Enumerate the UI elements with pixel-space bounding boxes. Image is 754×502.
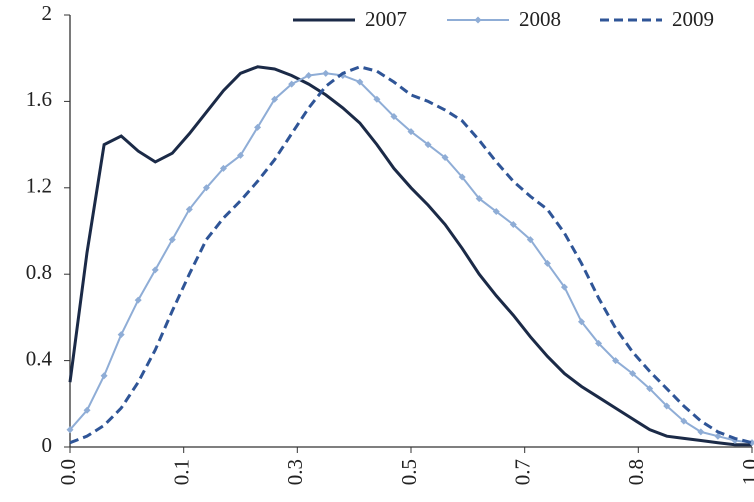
- point-marker: [748, 439, 754, 447]
- point-marker: [185, 205, 193, 213]
- point-marker: [117, 331, 125, 339]
- point-marker: [237, 151, 244, 159]
- x-tick-label: 0.7: [511, 459, 535, 485]
- point-marker: [151, 266, 159, 274]
- legend-label: 2009: [672, 7, 714, 31]
- point-marker: [526, 236, 534, 244]
- point-marker: [202, 184, 210, 192]
- point-marker: [458, 173, 466, 181]
- x-tick-label: 0.0: [56, 459, 80, 485]
- point-marker: [714, 432, 722, 440]
- point-marker: [543, 259, 551, 267]
- point-marker: [407, 128, 415, 136]
- point-marker: [595, 339, 603, 347]
- point-marker: [390, 113, 398, 121]
- point-marker: [612, 357, 620, 365]
- y-tick-label: 2: [42, 1, 53, 25]
- point-marker: [663, 402, 671, 410]
- point-marker: [424, 141, 432, 149]
- y-tick-label: 1.2: [26, 174, 52, 198]
- legend-label: 2007: [365, 7, 407, 31]
- point-marker: [492, 208, 500, 216]
- point-marker: [219, 164, 227, 172]
- point-marker: [560, 283, 568, 291]
- point-marker: [322, 69, 330, 77]
- point-marker: [254, 123, 262, 131]
- point-marker: [356, 78, 364, 86]
- x-tick-label: 0.8: [624, 459, 648, 485]
- x-tick-label: 1.0: [738, 459, 754, 485]
- point-marker: [373, 95, 381, 103]
- series-line: [69, 65, 753, 445]
- y-tick-label: 0.4: [26, 346, 53, 370]
- x-tick-label: 0.1: [170, 459, 194, 485]
- point-marker: [680, 417, 688, 425]
- point-marker: [697, 428, 705, 436]
- point-marker: [629, 370, 637, 378]
- point-marker: [271, 95, 279, 103]
- point-marker: [66, 426, 74, 434]
- point-marker: [578, 318, 585, 326]
- point-marker: [509, 221, 517, 229]
- legend-marker: [474, 16, 482, 24]
- point-marker: [305, 71, 313, 79]
- x-tick-label: 0.3: [283, 459, 307, 485]
- point-marker: [441, 154, 449, 162]
- series-line: [68, 65, 752, 447]
- y-tick-label: 0: [42, 433, 53, 457]
- point-marker: [134, 296, 142, 304]
- x-tick-label: 0.5: [397, 459, 421, 485]
- point-marker: [100, 372, 108, 380]
- legend-label: 2008: [519, 7, 561, 31]
- y-tick-label: 0.8: [26, 260, 52, 284]
- point-marker: [288, 80, 296, 88]
- point-marker: [83, 406, 91, 414]
- point-marker: [475, 195, 483, 203]
- point-marker: [168, 236, 176, 244]
- y-tick-label: 1.6: [26, 87, 52, 111]
- point-marker: [646, 385, 654, 393]
